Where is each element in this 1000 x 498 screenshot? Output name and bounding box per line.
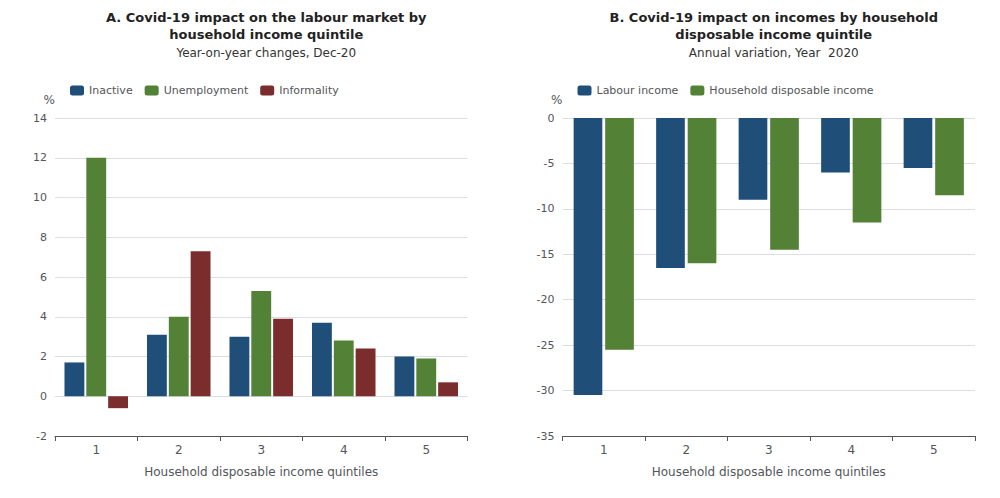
svg-text:6: 6 [40, 271, 47, 284]
svg-text:8: 8 [40, 231, 47, 244]
svg-text:5: 5 [422, 443, 430, 457]
svg-text:-30: -30 [537, 384, 555, 397]
svg-text:3: 3 [765, 443, 773, 457]
svg-text:-25: -25 [537, 339, 555, 352]
svg-text:-5: -5 [544, 157, 555, 170]
svg-text:2: 2 [682, 443, 690, 457]
svg-text:B. Covid-19 impact on incomes: B. Covid-19 impact on incomes by househo… [609, 10, 938, 25]
svg-text:10: 10 [33, 191, 47, 204]
svg-text:5: 5 [930, 443, 938, 457]
svg-text:4: 4 [40, 310, 47, 323]
svg-text:A. Covid-19 impact on the labo: A. Covid-19 impact on the labour market … [106, 10, 427, 25]
svg-text:disposable income quintile: disposable income quintile [675, 27, 872, 42]
svg-text:Household disposable income qu: Household disposable income quintiles [652, 465, 886, 479]
svg-text:Labour income: Labour income [597, 84, 679, 97]
svg-text:2: 2 [40, 350, 47, 363]
svg-text:-10: -10 [537, 202, 555, 215]
svg-text:1: 1 [600, 443, 608, 457]
svg-text:Informality: Informality [279, 84, 339, 97]
svg-text:Unemployment: Unemployment [164, 84, 249, 97]
svg-text:Annual variation, Year 2020: Annual variation, Year 2020 [689, 46, 859, 60]
svg-text:-20: -20 [537, 293, 555, 306]
svg-text:household income quintile: household income quintile [169, 27, 363, 42]
svg-text:%: % [551, 93, 562, 107]
svg-text:4: 4 [340, 443, 348, 457]
svg-text:0: 0 [548, 112, 555, 125]
svg-text:Household disposable income qu: Household disposable income quintiles [144, 465, 378, 479]
svg-text:%: % [44, 93, 55, 107]
svg-text:4: 4 [847, 443, 855, 457]
svg-text:0: 0 [40, 390, 47, 403]
svg-text:12: 12 [33, 151, 47, 164]
svg-text:Inactive: Inactive [89, 84, 133, 97]
svg-text:-15: -15 [537, 248, 555, 261]
svg-text:-2: -2 [36, 430, 47, 443]
svg-text:3: 3 [257, 443, 265, 457]
svg-text:Household disposable income: Household disposable income [709, 84, 873, 97]
svg-text:-35: -35 [537, 430, 555, 443]
svg-text:2: 2 [175, 443, 183, 457]
svg-text:Year-on-year changes, Dec-20: Year-on-year changes, Dec-20 [175, 46, 356, 60]
svg-text:14: 14 [33, 112, 47, 125]
svg-text:1: 1 [92, 443, 100, 457]
